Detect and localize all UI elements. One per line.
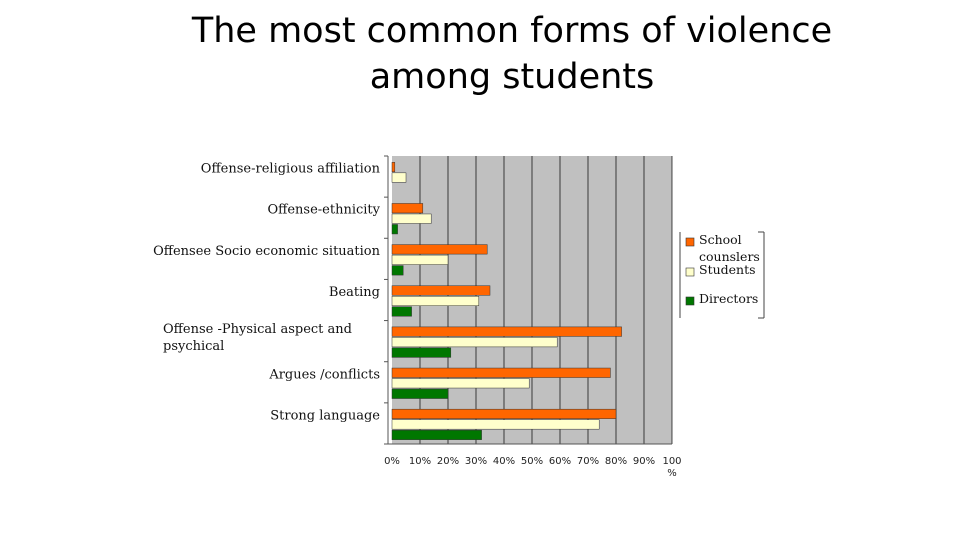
- category-label: Offense-ethnicity: [267, 203, 380, 218]
- bar-directors: [391, 265, 404, 276]
- category-label: psychical: [163, 339, 224, 354]
- bar-directors: [391, 347, 452, 358]
- bar-directors: [391, 388, 449, 399]
- x-tick-label: 70%: [577, 456, 599, 467]
- x-tick-label: 80%: [605, 456, 627, 467]
- slide-title-line-1: The most common forms of violence: [191, 11, 833, 51]
- legend-label: Students: [699, 262, 756, 277]
- bar-students: [391, 296, 480, 306]
- bar-directors: [391, 306, 412, 317]
- x-tick-label: 30%: [465, 456, 487, 467]
- legend-label: Directors: [699, 291, 758, 306]
- x-tick-label: 60%: [549, 456, 571, 467]
- bar-school-counslers: [391, 285, 491, 296]
- category-label: Strong language: [270, 408, 380, 423]
- bar-students: [391, 254, 449, 265]
- bar-school-counslers: [391, 244, 488, 255]
- legend-swatch: [685, 267, 695, 277]
- category-label: Offense -Physical aspect and: [163, 322, 352, 337]
- category-label: Offensee Socio economic situation: [153, 244, 381, 259]
- bar-school-counslers: [391, 326, 622, 337]
- category-label: Argues /conflicts: [268, 367, 380, 382]
- bar-school-counslers: [391, 203, 424, 214]
- x-tick-label: 10%: [409, 456, 431, 467]
- slide-title-line-2: among students: [369, 57, 655, 97]
- x-tick-label: 100: [662, 456, 681, 467]
- x-tick-label: 0%: [384, 456, 400, 467]
- legend-swatch: [685, 237, 695, 247]
- category-label: Beating: [329, 285, 380, 300]
- x-tick-label: 50%: [521, 456, 543, 467]
- bar-directors: [391, 429, 482, 440]
- x-tick-label: 20%: [437, 456, 459, 467]
- slide-title: The most common forms of violence among …: [0, 8, 960, 100]
- legend-label: counslers: [699, 249, 760, 264]
- bar-school-counslers: [391, 367, 611, 378]
- category-label: Offense-religious affiliation: [201, 162, 381, 177]
- bar-students: [391, 172, 407, 183]
- x-axis-unit-label: %: [667, 468, 677, 479]
- bar-students: [391, 213, 432, 224]
- x-tick-label: 90%: [633, 456, 655, 467]
- bar-students: [391, 378, 530, 389]
- bar-students: [391, 419, 600, 430]
- bar-school-counslers: [391, 162, 396, 173]
- bar-students: [391, 337, 558, 348]
- x-tick-label: 40%: [493, 456, 515, 467]
- bar-directors: [391, 224, 398, 235]
- legend-swatch: [685, 296, 695, 306]
- bar-school-counslers: [391, 408, 617, 419]
- legend-label: School: [699, 232, 742, 247]
